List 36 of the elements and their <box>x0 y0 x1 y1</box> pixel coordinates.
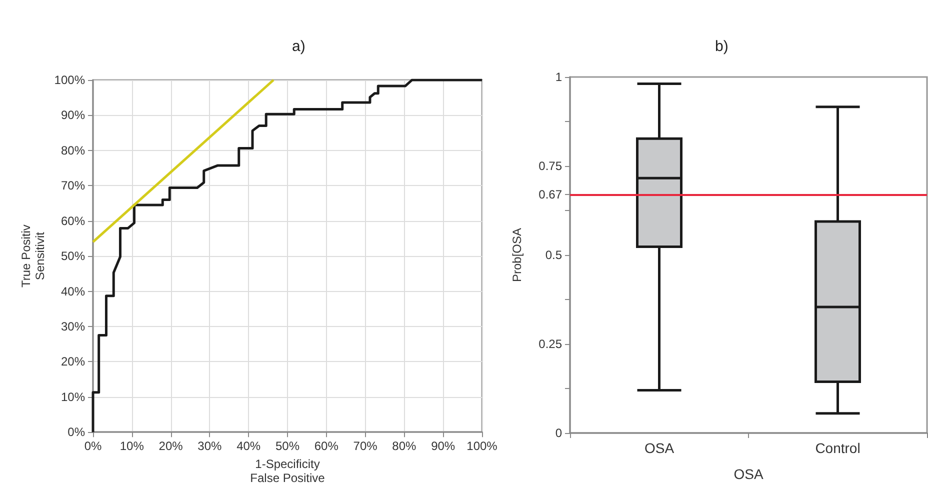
x-axis-title: OSA <box>734 466 764 482</box>
y-tick-label: 0.5 <box>545 248 562 262</box>
x-tick-label: 80% <box>392 439 417 454</box>
y-tick-label: 10% <box>60 390 86 404</box>
y-tick-label: 100% <box>54 73 86 87</box>
y-tick-label: 90% <box>60 108 86 122</box>
y-tick-label: 0.67 <box>538 187 562 202</box>
x-tick-label: 90% <box>431 439 456 454</box>
y-tick-label: 60% <box>60 214 86 228</box>
y-axis-title: True Positiv Sensitivit <box>19 224 47 288</box>
y-tick-label: 80% <box>60 143 86 158</box>
y-axis-title: Prob[OSA <box>510 228 524 282</box>
x-tick-label: 50% <box>275 439 300 454</box>
x-tick-label: OSA <box>644 440 675 456</box>
x-tick-label: 60% <box>314 439 339 454</box>
x-tick-label: 100% <box>466 439 498 454</box>
x-tick-label: 30% <box>198 439 222 454</box>
x-tick-label: 20% <box>158 439 184 454</box>
y-tick-label: 0.75 <box>538 159 562 173</box>
y-tick-label: 50% <box>60 249 86 264</box>
x-tick-label: 40% <box>236 439 261 454</box>
y-tick-label: 40% <box>60 284 86 298</box>
x-tick-label: 70% <box>353 439 378 454</box>
y-tick-label: 0% <box>68 425 86 440</box>
y-tick-label: 0.25 <box>538 337 562 351</box>
y-tick-label: 1 <box>555 70 562 84</box>
y-tick-label: 70% <box>60 178 86 193</box>
x-tick-label: Control <box>815 440 860 456</box>
chart-title: b) <box>715 38 728 55</box>
x-axis-title: 1-Specificity False Positive <box>250 457 326 485</box>
y-tick-label: 30% <box>60 319 86 334</box>
x-tick-label: 10% <box>120 439 144 454</box>
chart-title: a) <box>292 38 306 55</box>
y-tick-label: 20% <box>60 354 86 369</box>
x-tick-label: 0% <box>84 439 102 454</box>
y-tick-label: 0 <box>555 426 562 440</box>
